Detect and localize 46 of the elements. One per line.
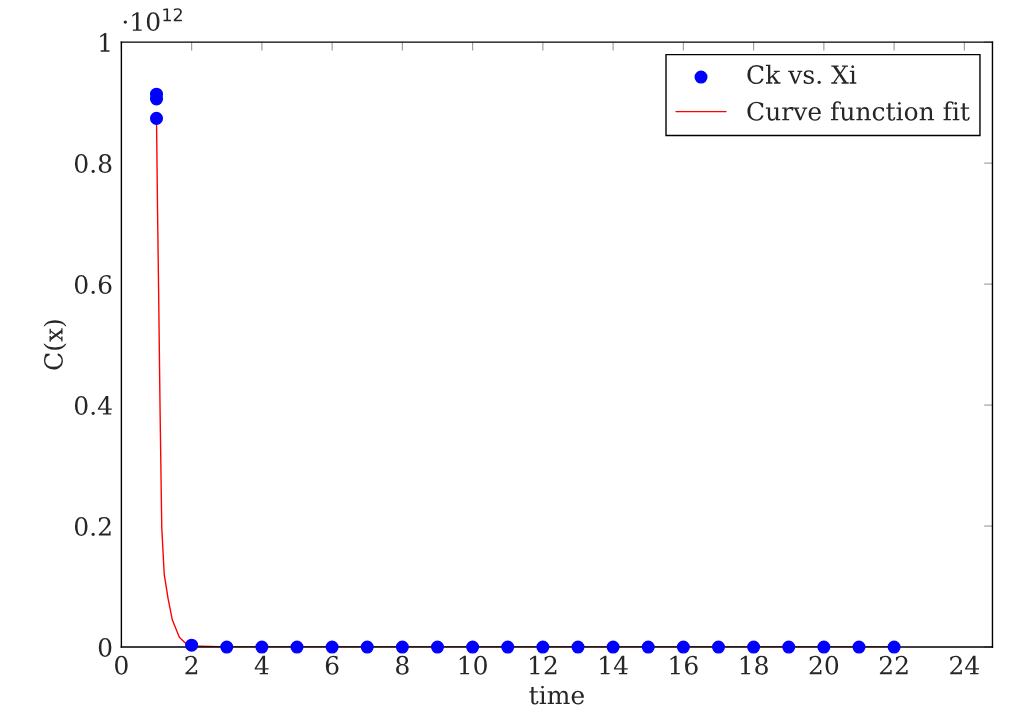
- legend-label: Curve function fit: [747, 101, 970, 121]
- point: [747, 640, 761, 654]
- x-tick-label: 14: [600, 655, 628, 675]
- text: ·10$^{12}$: [123, 8, 182, 32]
- x-tick-label: 20: [809, 655, 839, 675]
- point: [641, 640, 655, 654]
- y-tick-label: 0: [98, 637, 112, 657]
- point: [887, 640, 901, 654]
- point: [255, 640, 269, 654]
- point: [711, 640, 725, 654]
- x-tick-label: 4: [254, 655, 269, 675]
- point: [290, 640, 304, 654]
- point: [360, 640, 374, 654]
- y-tick-label: 0.6: [74, 275, 112, 294]
- x-tick-label: 22: [879, 655, 908, 675]
- x-tick-label: 10: [459, 655, 487, 675]
- point: [466, 640, 480, 654]
- legend-label: Ck vs. Xi: [747, 64, 857, 85]
- point: [185, 638, 199, 652]
- point: [325, 640, 339, 654]
- point: [817, 640, 831, 654]
- x-tick-label: 2: [185, 655, 198, 675]
- x-tick-label: 16: [670, 655, 698, 675]
- point: [782, 640, 796, 654]
- y-tick-label: 1: [100, 33, 110, 52]
- point: [606, 640, 620, 654]
- x-tick-label: 12: [530, 655, 557, 675]
- x-tick-label: 24: [950, 655, 980, 675]
- point: [501, 640, 515, 654]
- x-tick-label: 0: [115, 655, 128, 675]
- point: [149, 111, 164, 125]
- point: [430, 640, 445, 654]
- x-axis-title: time: [529, 685, 584, 705]
- x-tick-label: 6: [325, 655, 339, 675]
- x-tick-label: 8: [396, 655, 409, 675]
- x-tick-label: 18: [740, 655, 768, 675]
- point: [395, 640, 409, 654]
- y-tick-label: 0.4: [74, 396, 112, 415]
- point: [676, 640, 690, 654]
- point: [852, 640, 866, 654]
- point: [536, 640, 550, 654]
- y-axis-title: C(x): [43, 320, 67, 370]
- y-tick-label: 0.2: [74, 517, 111, 536]
- point: [571, 640, 585, 654]
- point: [220, 640, 234, 654]
- y-tick-label: 0.8: [74, 154, 112, 173]
